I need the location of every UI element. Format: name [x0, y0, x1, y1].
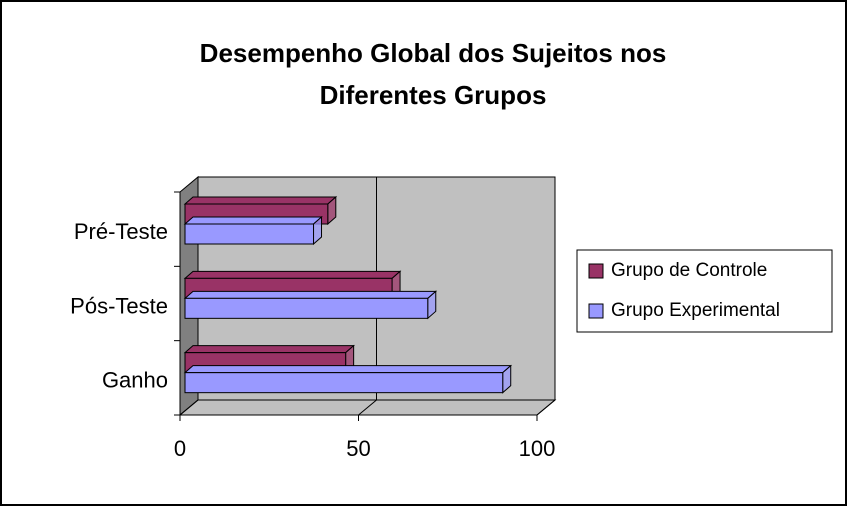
y-tick-label: Pré-Teste: [74, 219, 168, 244]
legend-swatch: [588, 303, 604, 319]
bar-top: [183, 196, 338, 205]
bar-top: [183, 216, 323, 225]
bar-front: [184, 223, 315, 245]
bar-front: [184, 297, 429, 319]
bar: [183, 215, 323, 246]
legend-label: Grupo Experimental: [611, 300, 780, 321]
x-tick-label: 50: [346, 436, 370, 461]
chart-title: Diferentes Grupos: [320, 80, 547, 110]
y-tick-label: Pós-Teste: [70, 293, 168, 318]
y-tick-label: Ganho: [102, 368, 168, 393]
bar-top: [183, 270, 402, 279]
grid-line: [179, 177, 199, 416]
grid-line: [358, 177, 377, 416]
bar-top: [183, 345, 355, 354]
chart-title: Desempenho Global dos Sujeitos nos: [200, 38, 667, 68]
bar-top: [183, 290, 438, 299]
bar-front: [184, 372, 504, 394]
legend-box: [576, 249, 833, 333]
legend-swatch: [588, 263, 604, 279]
x-tick-label: 100: [519, 436, 556, 461]
bar: [183, 290, 438, 320]
bar: [183, 364, 513, 394]
grid-line: [536, 177, 556, 416]
bar-top: [183, 365, 513, 374]
legend-label: Grupo de Controle: [611, 260, 767, 281]
x-tick-label: 0: [174, 436, 186, 461]
